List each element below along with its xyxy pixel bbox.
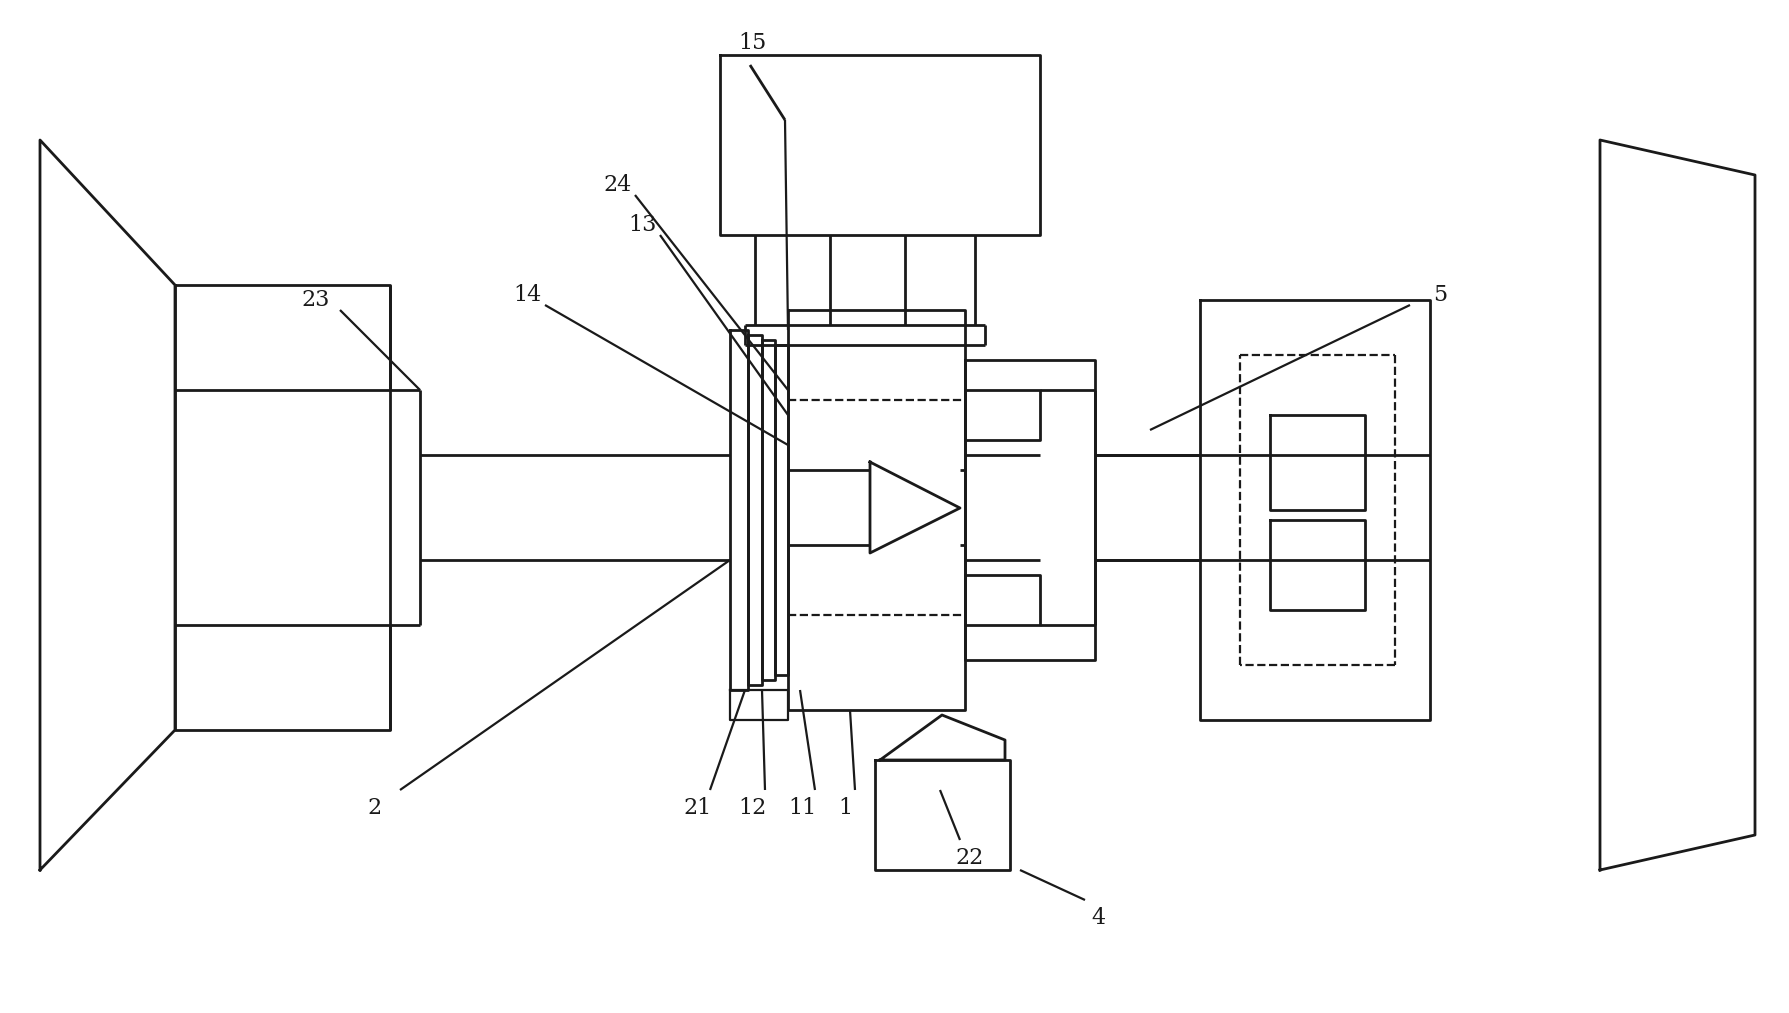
Polygon shape [875, 760, 1009, 870]
Text: 22: 22 [955, 847, 984, 869]
Text: 12: 12 [737, 797, 766, 819]
Text: 23: 23 [302, 289, 329, 311]
Text: 15: 15 [737, 32, 766, 54]
Polygon shape [748, 335, 762, 685]
Text: 5: 5 [1433, 284, 1446, 306]
Polygon shape [1240, 355, 1394, 665]
Text: 13: 13 [628, 214, 657, 236]
Polygon shape [787, 310, 964, 710]
Polygon shape [964, 575, 1039, 625]
Polygon shape [175, 285, 390, 730]
Polygon shape [719, 55, 1039, 235]
Polygon shape [1268, 520, 1365, 610]
Text: 11: 11 [787, 797, 816, 819]
Polygon shape [775, 345, 787, 675]
Polygon shape [39, 140, 175, 870]
Polygon shape [1199, 300, 1429, 720]
Polygon shape [1268, 415, 1365, 510]
Polygon shape [964, 360, 1095, 660]
Text: 21: 21 [683, 797, 712, 819]
Polygon shape [730, 690, 787, 720]
Text: 1: 1 [837, 797, 852, 819]
Polygon shape [1599, 140, 1753, 870]
Polygon shape [730, 330, 748, 690]
Text: 24: 24 [603, 174, 632, 196]
Text: 4: 4 [1090, 907, 1104, 929]
Text: 14: 14 [513, 284, 540, 306]
Polygon shape [869, 462, 959, 553]
Polygon shape [880, 715, 1004, 760]
Polygon shape [964, 390, 1039, 440]
Text: 2: 2 [369, 797, 381, 819]
Polygon shape [762, 340, 775, 680]
